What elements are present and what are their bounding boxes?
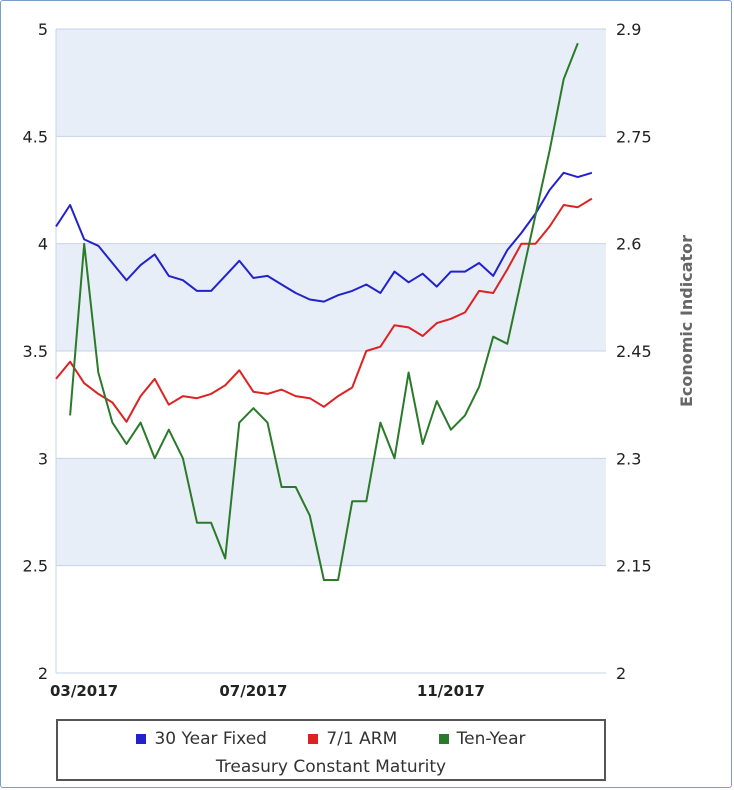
y-right-tick-label: 2.15 bbox=[616, 557, 652, 576]
legend-swatch-30-year-fixed bbox=[136, 734, 147, 744]
legend-series-row: 30 Year Fixed 7/1 ARM Ten-Year bbox=[58, 729, 604, 749]
plot-band bbox=[56, 351, 606, 459]
plot-band bbox=[56, 565, 606, 673]
y-left-tick-label: 2 bbox=[38, 664, 48, 683]
y-left-tick-label: 4.5 bbox=[23, 127, 48, 146]
right-y-axis-ticks: 2 2.15 2.3 2.45 2.6 2.75 2.9 bbox=[616, 20, 652, 683]
right-y-axis-label: Economic Indicator bbox=[677, 235, 696, 407]
legend-label-30-year-fixed: 30 Year Fixed bbox=[154, 729, 267, 749]
legend-subtitle: Treasury Constant Maturity bbox=[215, 757, 447, 777]
x-tick-label: 11/2017 bbox=[417, 682, 485, 700]
y-left-tick-label: 3.5 bbox=[23, 342, 48, 361]
legend-label-7-1-arm: 7/1 ARM bbox=[326, 729, 398, 749]
legend-item-30-year-fixed[interactable]: 30 Year Fixed bbox=[136, 729, 267, 749]
series-line-7-1-arm[interactable] bbox=[55, 197, 593, 423]
legend-swatch-ten-year bbox=[438, 734, 449, 744]
legend-item-7-1-arm[interactable]: 7/1 ARM bbox=[308, 729, 397, 749]
legend: 30 Year Fixed 7/1 ARM Ten-Year Treasury … bbox=[56, 719, 606, 781]
gridlines bbox=[55, 28, 606, 674]
series-line-ten-year[interactable] bbox=[69, 42, 579, 581]
x-axis-ticks: 03/2017 07/2017 11/2017 bbox=[50, 682, 485, 700]
y-right-tick-label: 2 bbox=[616, 664, 626, 683]
y-left-tick-label: 2.5 bbox=[23, 557, 48, 576]
y-right-tick-label: 2.45 bbox=[616, 342, 652, 361]
x-tick-label: 03/2017 bbox=[50, 682, 118, 700]
y-left-tick-label: 3 bbox=[38, 449, 48, 468]
series-lines bbox=[55, 42, 593, 581]
y-right-tick-label: 2.3 bbox=[616, 449, 641, 468]
legend-item-ten-year[interactable]: Ten-Year bbox=[438, 729, 526, 749]
series-line-30-year-fixed[interactable] bbox=[55, 171, 593, 303]
left-y-axis-ticks: 2 2.5 3 3.5 4 4.5 5 bbox=[23, 20, 48, 683]
legend-swatch-7-1-arm bbox=[308, 734, 319, 744]
x-tick-label: 07/2017 bbox=[219, 682, 287, 700]
plot-band bbox=[56, 458, 606, 566]
plot-band bbox=[56, 136, 606, 244]
y-right-tick-label: 2.75 bbox=[616, 127, 652, 146]
y-left-tick-label: 4 bbox=[38, 235, 48, 254]
y-left-tick-label: 5 bbox=[38, 20, 48, 39]
legend-label-ten-year: Ten-Year bbox=[456, 729, 526, 749]
y-right-tick-label: 2.9 bbox=[616, 20, 641, 39]
y-right-tick-label: 2.6 bbox=[616, 235, 641, 254]
plot-band bbox=[56, 29, 606, 137]
